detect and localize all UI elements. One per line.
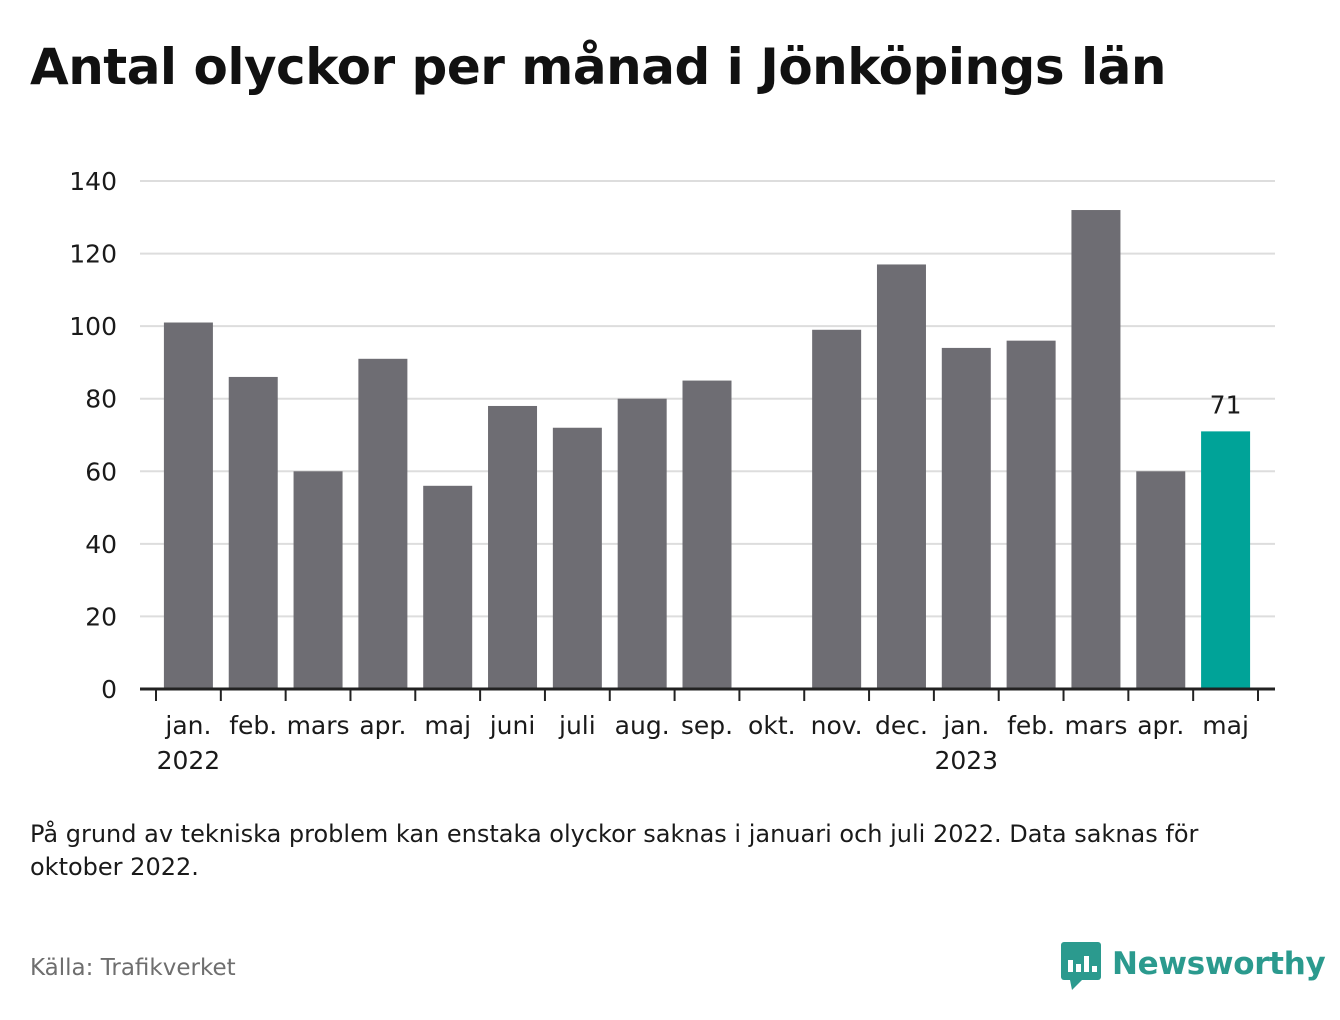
bar	[293, 471, 343, 689]
x-axis	[140, 687, 1275, 701]
highlight-value-label: 71	[1210, 390, 1242, 419]
brand-name: Newsworthy	[1112, 946, 1326, 982]
bar	[423, 485, 473, 689]
x-tick-label: apr.	[359, 711, 406, 740]
bars	[163, 210, 1251, 689]
x-tick-label: maj	[424, 711, 471, 740]
x-tick-label: nov.	[811, 711, 863, 740]
x-tick-label: jan.	[942, 711, 989, 740]
bar	[358, 358, 408, 689]
x-tick-label: juni	[489, 711, 536, 740]
y-tick-label: 60	[85, 457, 117, 486]
y-tick-label: 120	[69, 240, 117, 269]
y-tick-label: 20	[85, 602, 117, 631]
bar	[941, 347, 991, 689]
footnote: På grund av tekniska problem kan enstaka…	[30, 820, 1199, 881]
y-tick-label: 0	[101, 675, 117, 704]
x-tick-label: feb.	[229, 711, 277, 740]
bar	[812, 329, 862, 689]
year-label: 2023	[934, 746, 998, 775]
x-tick-label: aug.	[615, 711, 670, 740]
x-tick-label: okt.	[748, 711, 796, 740]
brand[interactable]: Newsworthy	[1060, 938, 1326, 990]
bar	[1071, 210, 1121, 689]
x-tick-label: feb.	[1007, 711, 1055, 740]
y-tick-label: 80	[85, 385, 117, 414]
newsworthy-logo-icon	[1061, 942, 1101, 990]
chart-title: Antal olyckor per månad i Jönköpings län	[30, 38, 1166, 96]
y-tick-label: 100	[69, 312, 117, 341]
x-tick-label: mars	[287, 711, 350, 740]
x-tick-label: mars	[1064, 711, 1127, 740]
bar	[876, 264, 926, 689]
year-label: 2022	[157, 746, 221, 775]
bar	[1006, 340, 1056, 689]
y-tick-label: 40	[85, 530, 117, 559]
bar	[488, 405, 538, 689]
bar	[1201, 431, 1251, 689]
x-tick-label: jan.	[164, 711, 211, 740]
bar	[617, 398, 667, 689]
bar	[228, 376, 278, 689]
bar	[163, 322, 213, 689]
bar	[682, 380, 732, 689]
x-tick-label: sep.	[681, 711, 733, 740]
x-tick-label: apr.	[1137, 711, 1184, 740]
source-credit: Källa: Trafikverket	[30, 955, 236, 981]
bar	[552, 427, 602, 689]
x-tick-label: maj	[1202, 711, 1249, 740]
x-tick-label: dec.	[875, 711, 928, 740]
bar	[1136, 471, 1186, 689]
x-tick-label: juli	[558, 711, 596, 740]
y-tick-label: 140	[69, 167, 117, 196]
